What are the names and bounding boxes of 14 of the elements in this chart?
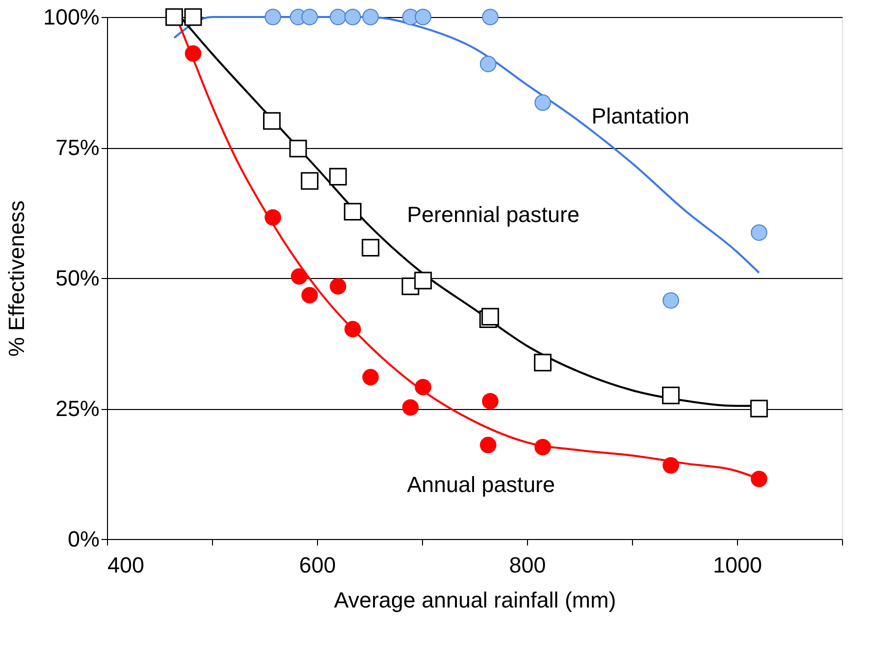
y-tick-label: 100%: [43, 4, 100, 30]
x-tick-label: 400: [108, 552, 144, 578]
y-tick-label: 0%: [68, 526, 100, 552]
y-tick-label: 25%: [55, 396, 100, 421]
y-axis-title: % Effectiveness: [4, 200, 30, 357]
series-label: Annual pasture: [407, 472, 555, 498]
y-tick-label: 75%: [55, 135, 100, 160]
x-tick-label: 600: [299, 552, 336, 578]
series-label: Plantation: [592, 103, 690, 128]
x-tick-label: 1000: [713, 552, 762, 578]
series-label: Perennial pasture: [407, 202, 580, 227]
x-tick-label: 800: [509, 552, 546, 578]
y-tick-label: 50%: [55, 266, 100, 290]
x-axis-title: Average annual rainfall (mm): [334, 588, 616, 612]
